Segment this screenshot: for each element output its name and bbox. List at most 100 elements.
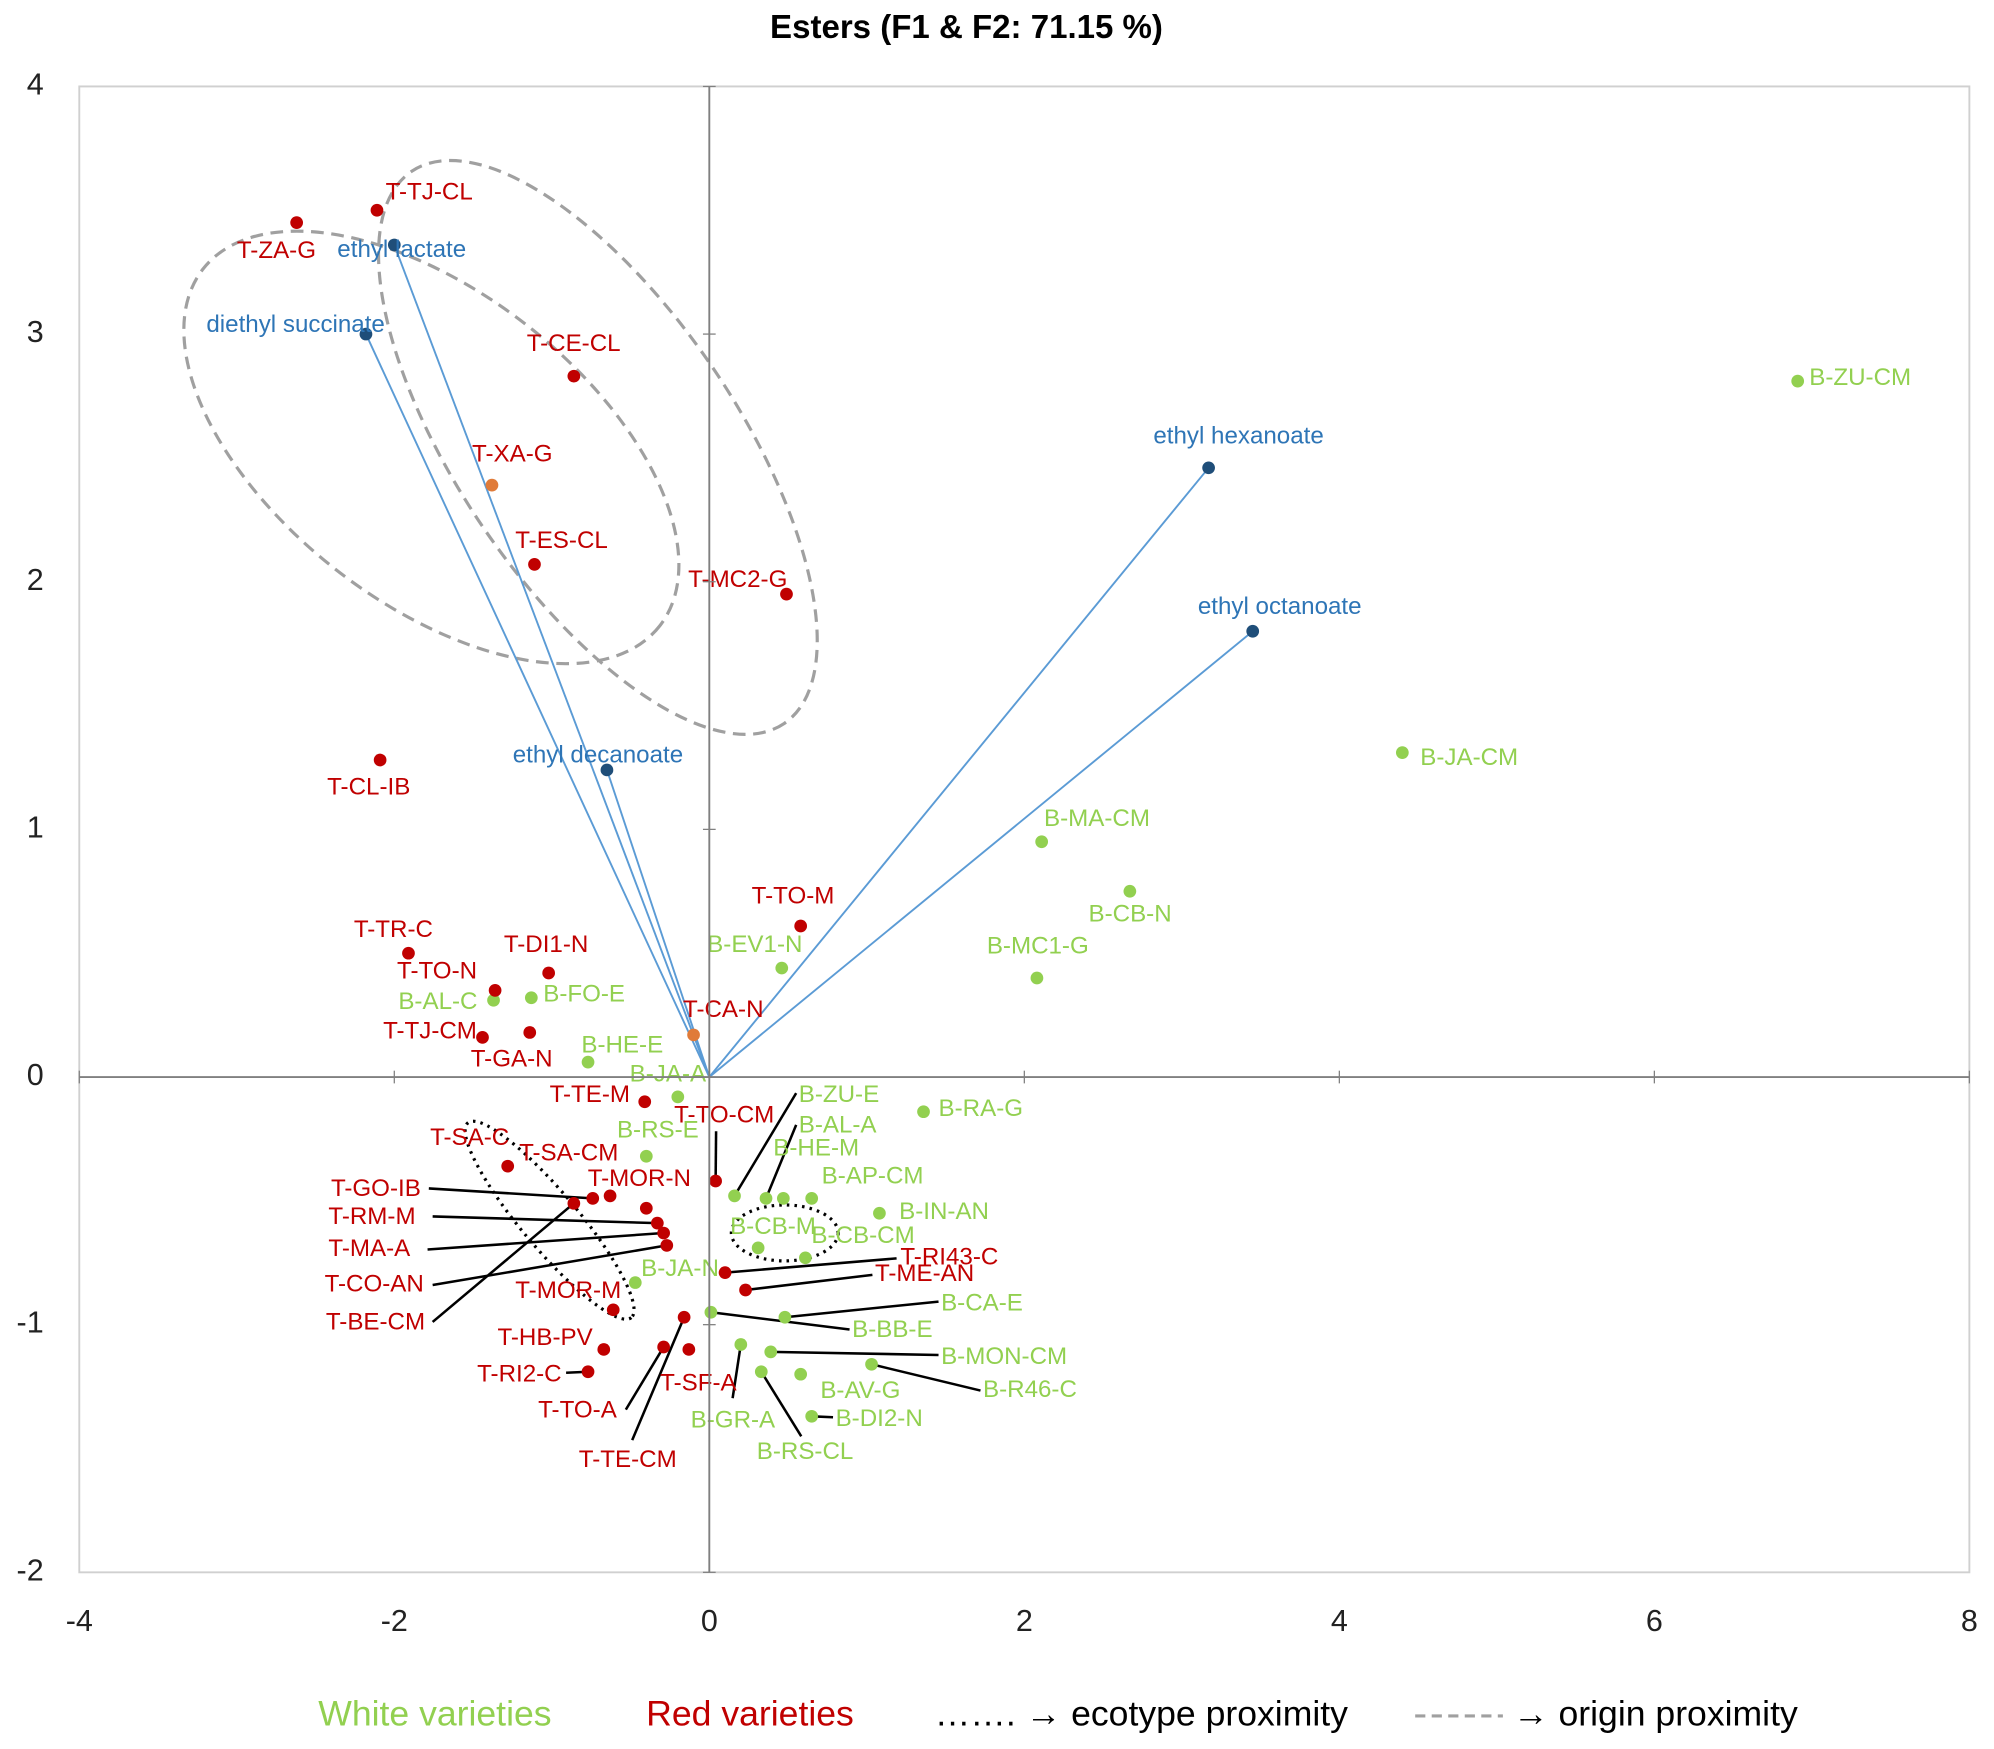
leader-line [760, 1371, 803, 1437]
observation-point [606, 1303, 620, 1317]
point-label: T-TO-A [538, 1396, 618, 1423]
point-label: B-JA-N [641, 1255, 719, 1282]
observation-point [764, 1345, 778, 1359]
observation-point [778, 1310, 792, 1324]
variable-point [387, 238, 401, 252]
plot-layer: B-ZU-CM B-JA-CM B-MA-CM B-CB-NB-MC1-G B-EV1-… [206, 179, 1911, 1473]
observation-point [528, 558, 541, 571]
leader-line [770, 1350, 939, 1357]
variable-label: diethyl succinate [206, 311, 384, 338]
observation-point [597, 1343, 611, 1356]
observation-point [1791, 374, 1805, 388]
point-label: T-TE-M [550, 1081, 630, 1108]
y-tick-label: 4 [27, 67, 44, 101]
point-label: B-RA-G [939, 1095, 1024, 1122]
observation-point [657, 1226, 670, 1240]
loading-vector [393, 244, 711, 1078]
point-label: T-SA-CM [519, 1140, 618, 1167]
point-label: T-MC2-G [688, 566, 787, 593]
point-label: T-RI2-C [477, 1361, 561, 1388]
x-tick-label: -2 [381, 1604, 408, 1638]
observation-point [739, 1283, 752, 1297]
point-label: T-GA-N [471, 1045, 553, 1072]
observation-point [754, 1365, 768, 1379]
point-label: B-MON-CM [941, 1343, 1067, 1370]
point-label: B-CA-E [941, 1289, 1023, 1316]
observation-point [682, 1343, 696, 1356]
observation-point [487, 993, 500, 1007]
point-label: T-MOR-N [588, 1165, 691, 1192]
leader-line [764, 1124, 798, 1199]
point-label: B-AL-C [398, 988, 477, 1015]
observation-point [759, 1192, 773, 1205]
point-label: B-RS-E [617, 1117, 699, 1144]
point-label: T-TR-C [354, 916, 433, 943]
observation-point [485, 478, 499, 492]
observation-point [650, 1216, 664, 1230]
legend-entry: Red varieties [646, 1693, 854, 1733]
observation-point [751, 1241, 765, 1255]
x-tick-label: 8 [1961, 1604, 1978, 1638]
point-label: B-RS-CL [757, 1438, 854, 1465]
observation-point [780, 587, 793, 601]
observation-point [501, 1159, 515, 1173]
leader-line [428, 1187, 593, 1200]
chart-title: Esters (F1 & F2: 71.15 %) [770, 9, 1163, 46]
variable-label: ethyl decanoate [513, 742, 683, 769]
observation-point [603, 1189, 617, 1203]
point-label: T-TO-CM [674, 1101, 774, 1128]
point-label: T-TJ-CL [386, 179, 473, 206]
observation-point [370, 203, 384, 217]
point-label: B-R46-C [983, 1376, 1077, 1403]
point-label: B-FO-E [543, 981, 625, 1008]
point-label: T-SA-C [430, 1124, 509, 1151]
observation-point [638, 1095, 652, 1109]
point-label: T-RM-M [328, 1203, 415, 1230]
plot-frame [78, 85, 1971, 1574]
observation-point [476, 1031, 489, 1044]
observation-point [687, 1028, 700, 1042]
point-label: T-BE-CM [326, 1309, 425, 1336]
point-label: T-HB-PV [497, 1324, 592, 1351]
leader-line [431, 1202, 575, 1323]
leader-line [745, 1273, 873, 1292]
observation-point [718, 1266, 732, 1280]
point-label: T-ES-CL [515, 527, 608, 554]
point-label: T-SF-A [660, 1370, 737, 1397]
leader-line [631, 1316, 686, 1441]
legend-entry: White varieties [318, 1693, 551, 1733]
point-label: B-JA-CM [1420, 744, 1518, 771]
variable-label: ethyl octanoate [1198, 593, 1362, 620]
point-label: B-HE-M [773, 1134, 859, 1161]
point-label: T-TO-M [752, 883, 835, 910]
point-label: B-CB-CM [811, 1222, 914, 1249]
point-label: B-MC1-G [987, 932, 1089, 959]
observation-point [677, 1310, 691, 1324]
point-label: T-RI43-C [900, 1244, 998, 1271]
loading-vector [606, 769, 711, 1078]
y-tick-label: 0 [27, 1058, 44, 1092]
observation-point [805, 1192, 819, 1205]
observation-point [660, 1239, 674, 1252]
loading-vector [708, 467, 1210, 1078]
leader-line [432, 1244, 667, 1287]
leader-line [624, 1346, 665, 1411]
observation-point [775, 961, 789, 975]
point-label: T-TE-CM [579, 1446, 677, 1473]
observation-point [917, 1105, 930, 1119]
y-tick-label: -2 [17, 1553, 44, 1587]
point-label: T-ME-AN [875, 1260, 974, 1287]
x-tick-label: 6 [1646, 1604, 1663, 1638]
observation-point [728, 1189, 741, 1203]
variable-point [600, 763, 614, 777]
x-tick-label: 2 [1016, 1604, 1033, 1638]
y-tick-label: 3 [27, 315, 44, 349]
observation-point [639, 1201, 653, 1215]
loading-vector [365, 333, 711, 1078]
point-label: B-MA-CM [1044, 805, 1150, 832]
leader-line [871, 1363, 981, 1392]
origin-ellipse [376, 158, 819, 736]
observation-point [1395, 746, 1409, 759]
variable-label: ethyl hexanoate [1153, 423, 1323, 450]
